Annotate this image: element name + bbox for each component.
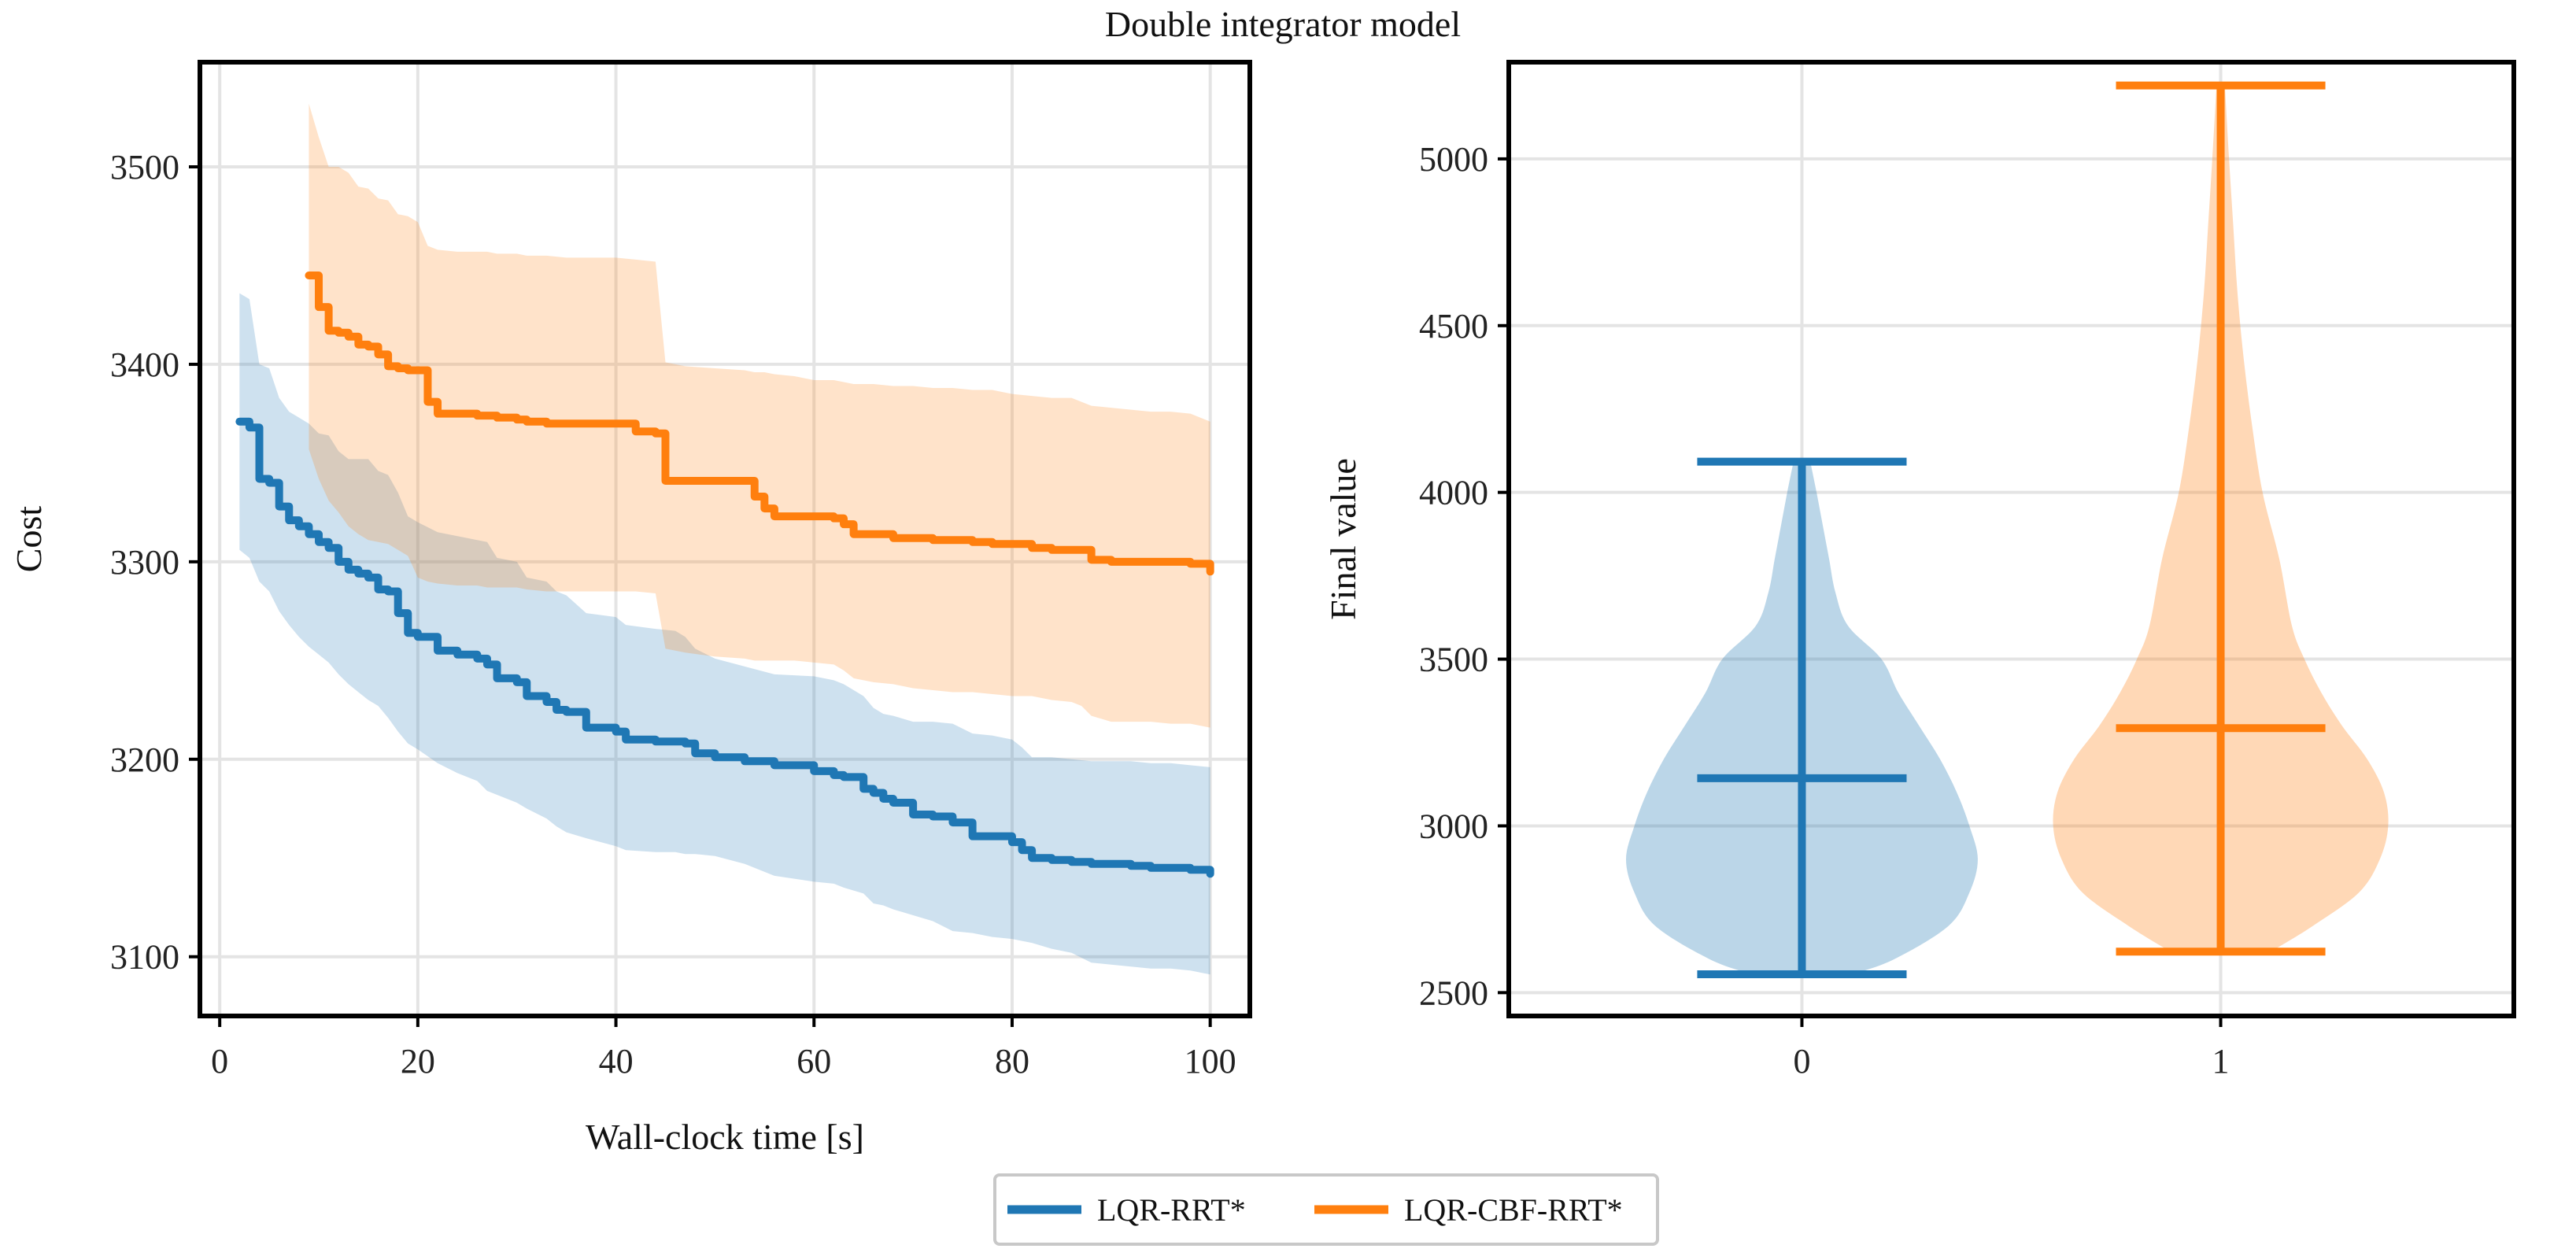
band-lqr-cbf-rrt [309,103,1210,728]
figure-title: Double integrator model [1105,4,1461,44]
right-y-tick-label: 2500 [1419,973,1488,1012]
legend-label-lqr-rrt: LQR-RRT* [1097,1192,1246,1228]
right-y-tick-label: 5000 [1419,140,1488,179]
left-x-tick-label: 80 [995,1042,1029,1081]
left-series-lines [235,272,1214,878]
left-bands [239,103,1210,975]
series-line-lqr-rrt [235,417,1214,878]
left-x-tick-label: 60 [796,1042,831,1081]
left-x-tick-label: 0 [211,1042,228,1081]
right-violin-chart: 0 1 2500 3000 3500 4000 4500 5000 Final value [1323,60,2516,1081]
band-lqr-rrt [239,293,1210,975]
right-x-tick-label: 1 [2212,1042,2230,1081]
right-y-tick-label: 3000 [1419,807,1488,845]
left-x-tick-label: 20 [401,1042,435,1081]
left-y-tick-label: 3200 [110,741,179,779]
right-y-axis-label: Final value [1323,458,1363,620]
right-plot-frame [1506,60,2516,1018]
right-y-tick-label: 3500 [1419,641,1488,679]
left-y-tick-label: 3300 [110,543,179,582]
left-line-chart: 0 20 40 60 80 100 3100 3200 3300 3400 3500 Wall-cl… [9,60,1252,1157]
left-plot-frame [198,60,1252,1018]
left-x-tick-label: 100 [1185,1042,1236,1081]
right-y-tick-label: 4000 [1419,474,1488,512]
left-y-tick-label: 3100 [110,938,179,977]
legend-label-lqr-cbf-rrt: LQR-CBF-RRT* [1404,1192,1623,1228]
legend: LQR-RRT* LQR-CBF-RRT* [993,1173,1659,1246]
series-line-lqr-cbf-rrt [305,272,1214,576]
right-x-tick-label: 0 [1793,1042,1810,1081]
left-y-tick-label: 3400 [110,345,179,384]
right-ticks: 0 1 2500 3000 3500 4000 4500 5000 [1419,140,2230,1081]
left-x-tick-label: 40 [599,1042,634,1081]
left-y-axis-label: Cost [9,506,49,573]
left-x-axis-label: Wall-clock time [s] [586,1117,864,1157]
left-y-tick-label: 3500 [110,148,179,187]
left-grid [200,62,1250,1016]
right-violins [1625,81,2389,979]
left-ticks: 0 20 40 60 80 100 3100 3200 3300 3400 3500 [110,148,1236,1081]
right-y-tick-label: 4500 [1419,307,1488,345]
